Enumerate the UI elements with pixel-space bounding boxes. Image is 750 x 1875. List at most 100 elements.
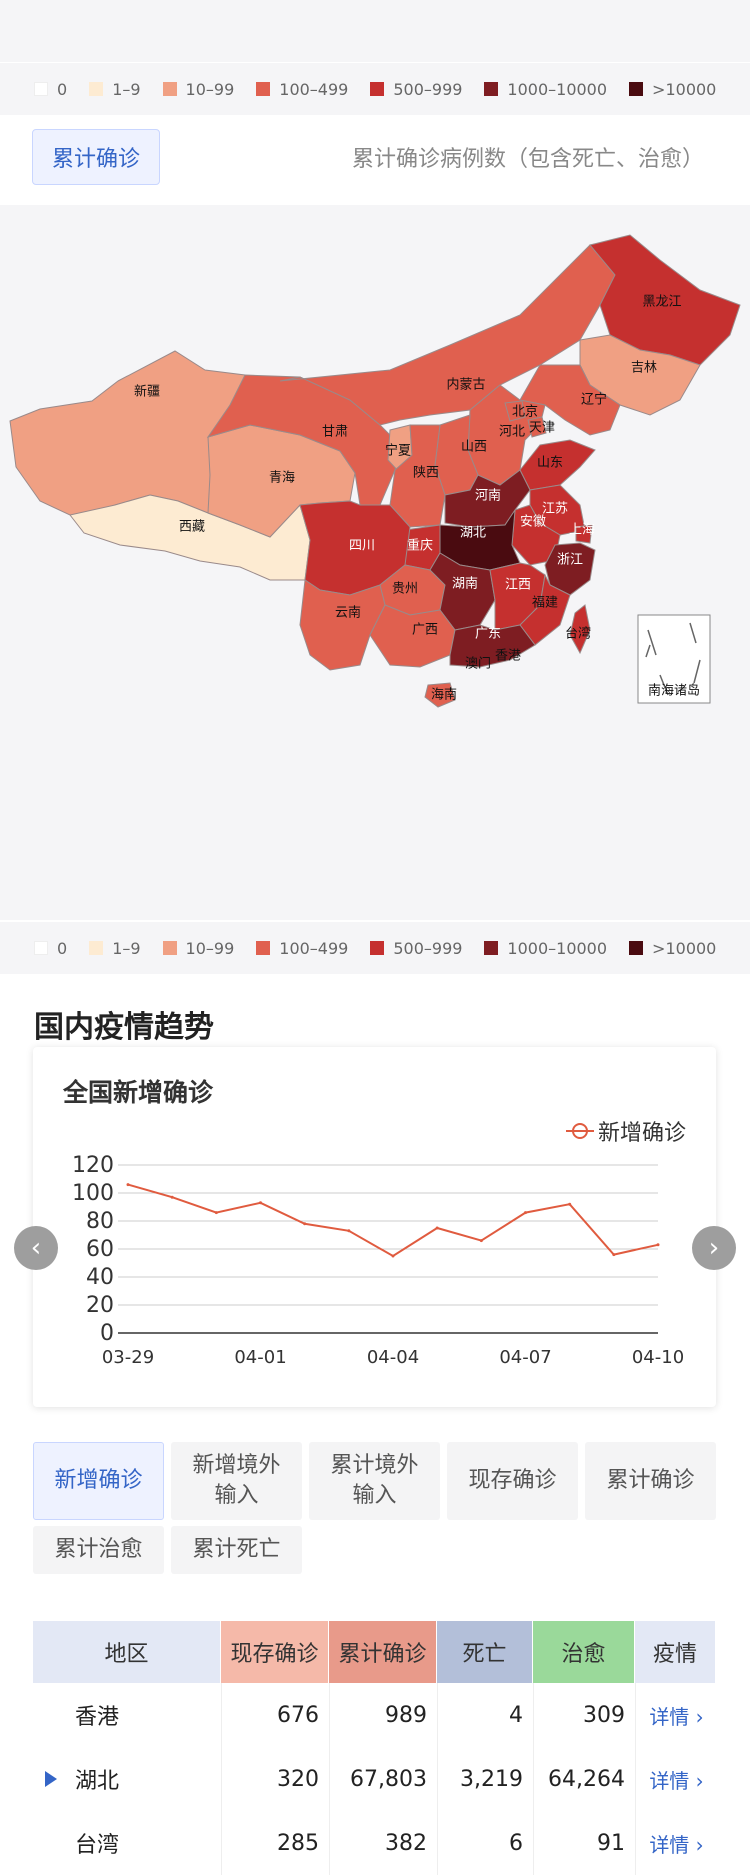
tab-2[interactable]: 累计境外 输入	[309, 1442, 440, 1520]
label-jiangsu: 江苏	[542, 501, 568, 517]
legend-item[interactable]: 1–9	[89, 79, 141, 99]
column-header[interactable]: 地区	[33, 1621, 221, 1683]
legend-label: 1000–10000	[507, 938, 608, 958]
province-neimenggu[interactable]	[279, 239, 621, 426]
cell-cured: 309	[533, 1683, 635, 1747]
detail-link[interactable]: 详情 ›	[635, 1683, 717, 1747]
table-row[interactable]: 香港 676 989 4 309 详情 ›	[33, 1683, 716, 1747]
legend-item[interactable]: 1000–10000	[484, 939, 607, 958]
tab-1[interactable]: 新增境外 输入	[171, 1442, 302, 1520]
table-row[interactable]: 湖北 320 67,803 3,219 64,264 详情 ›	[33, 1747, 716, 1811]
province-hainan[interactable]	[424, 682, 456, 708]
detail-link[interactable]: 详情 ›	[635, 1747, 717, 1811]
legend-label: 10–99	[185, 79, 235, 99]
tab-0[interactable]: 新增确诊	[33, 1442, 164, 1520]
legend-swatch	[370, 82, 385, 96]
province-fujian[interactable]	[519, 573, 571, 646]
cell-deaths: 6	[437, 1811, 533, 1875]
province-shanghai[interactable]	[575, 524, 593, 544]
legend-label: 1–9	[112, 938, 141, 958]
province-taiwan[interactable]	[569, 604, 591, 655]
legend-label: 500–999	[393, 79, 463, 99]
data-point	[347, 1229, 351, 1233]
label-shanxi: 山西	[461, 440, 487, 455]
label-liaoning: 辽宁	[581, 392, 607, 408]
expand-arrow-icon[interactable]	[45, 1771, 57, 1787]
legend-label: 0	[57, 79, 68, 99]
tab-3[interactable]: 现存确诊	[447, 1442, 578, 1520]
cell-current: 676	[221, 1683, 329, 1747]
province-beijing[interactable]	[504, 400, 526, 422]
cell-cured: 91	[533, 1811, 635, 1875]
map-header: 累计确诊 累计确诊病例数（包含死亡、治愈）	[0, 115, 750, 205]
x-tick-label: 04-07	[499, 1347, 551, 1368]
column-header[interactable]: 疫情	[635, 1621, 716, 1683]
detail-link[interactable]: 详情 ›	[635, 1811, 717, 1875]
data-point	[170, 1195, 174, 1199]
label-jiangxi: 江西	[505, 578, 531, 593]
x-tick-label: 04-04	[367, 1347, 419, 1368]
chart-legend-label: 新增确诊	[597, 1121, 686, 1146]
legend-label: 10–99	[185, 938, 235, 958]
cell-total: 382	[329, 1811, 437, 1875]
column-header[interactable]: 累计确诊	[329, 1621, 437, 1683]
y-tick-label: 0	[100, 1321, 114, 1346]
legend-item[interactable]: 100–499	[256, 939, 348, 958]
legend-item[interactable]: 0	[34, 80, 67, 99]
label-shanghai: 上海	[569, 523, 595, 538]
legend-label: 500–999	[393, 938, 463, 958]
tab-4[interactable]: 累计确诊	[585, 1442, 716, 1520]
legend-item[interactable]: 100–499	[256, 80, 348, 99]
legend-label: 1–9	[112, 79, 141, 99]
cumulative-confirmed-button[interactable]: 累计确诊	[32, 129, 160, 185]
province-shaanxi[interactable]	[389, 424, 446, 528]
province-tianjin[interactable]	[527, 416, 547, 438]
y-tick-label: 100	[72, 1181, 114, 1206]
province-yunnan[interactable]	[299, 579, 386, 671]
label-neimenggu: 内蒙古	[446, 377, 485, 393]
province-zhejiang[interactable]	[544, 542, 596, 596]
column-header[interactable]: 现存确诊	[221, 1621, 329, 1683]
legend-item[interactable]: 10–99	[162, 79, 235, 99]
label-sichuan: 四川	[349, 539, 375, 554]
label-anhui: 安徽	[520, 515, 546, 530]
label-hunan: 湖南	[452, 576, 478, 592]
legend-item[interactable]: 0	[34, 939, 67, 958]
column-header[interactable]: 治愈	[533, 1621, 635, 1683]
column-header[interactable]: 死亡	[437, 1621, 533, 1683]
cell-cured: 64,264	[533, 1747, 635, 1811]
chart-legend[interactable]: 新增确诊	[565, 1115, 686, 1147]
tab-5[interactable]: 累计治愈	[33, 1526, 164, 1574]
legend-label: 1000–10000	[507, 79, 608, 99]
legend-item[interactable]: 500–999	[370, 80, 462, 99]
table-row[interactable]: 台湾 285 382 6 91 详情 ›	[33, 1811, 716, 1875]
legend-item[interactable]: >10000	[629, 80, 716, 99]
next-chart-button[interactable]: ›	[692, 1226, 736, 1270]
cell-total: 989	[329, 1683, 437, 1747]
y-tick-label: 40	[86, 1265, 114, 1290]
legend-swatch	[89, 941, 104, 955]
label-hebei: 河北	[499, 425, 525, 440]
line-chart: 0 20 40 60 80 100 120 03-29 04-01 04-04 04-07 04-10	[72, 1153, 684, 1368]
tab-6[interactable]: 累计死亡	[171, 1526, 302, 1574]
prev-chart-button[interactable]: ‹	[14, 1226, 58, 1270]
legend-swatch	[34, 941, 48, 955]
data-point	[391, 1254, 395, 1258]
legend-label: >10000	[652, 938, 717, 958]
label-zhejiang: 浙江	[557, 553, 583, 568]
legend-label: 100–499	[279, 938, 349, 958]
data-point	[524, 1211, 527, 1215]
cell-region: 台湾	[75, 1833, 120, 1858]
province-guangdong[interactable]	[449, 624, 536, 668]
legend-item[interactable]: 1000–10000	[484, 80, 607, 99]
label-fujian: 福建	[532, 596, 558, 611]
data-point	[568, 1202, 572, 1206]
label-xinjiang: 新疆	[134, 384, 160, 400]
legend-item[interactable]: 500–999	[370, 939, 462, 958]
legend-item[interactable]: 1–9	[89, 938, 141, 958]
chart-card: 全国新增确诊 新增确诊 0 20 40 60 80 100 120 03-29 04-01 04-…	[33, 1047, 716, 1407]
legend-item[interactable]: >10000	[629, 939, 716, 958]
legend-item[interactable]: 10–99	[162, 938, 235, 958]
cell-current: 320	[221, 1747, 329, 1811]
legend-swatch	[34, 82, 48, 96]
